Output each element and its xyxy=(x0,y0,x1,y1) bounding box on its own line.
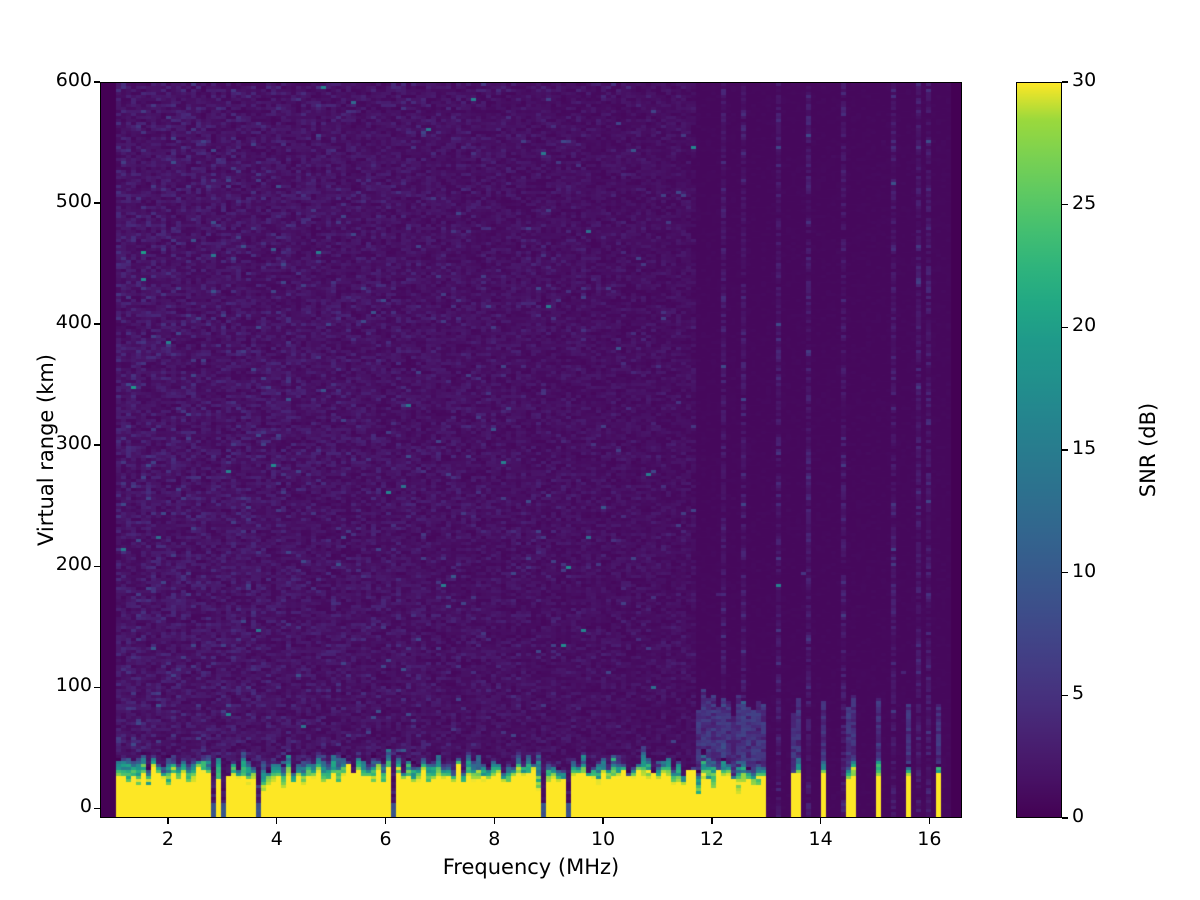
colorbar-tick-label: 15 xyxy=(1072,437,1097,459)
x-tick-mark xyxy=(384,818,387,824)
y-tick-mark xyxy=(94,565,100,567)
x-tick-mark xyxy=(493,818,495,824)
colorbar-tick-mark xyxy=(1062,203,1068,206)
y-tick-label: 300 xyxy=(55,432,92,455)
y-tick-mark xyxy=(94,323,100,325)
x-tick-label: 8 xyxy=(488,828,501,850)
y-tick-label: 600 xyxy=(55,69,92,91)
y-tick-label: 500 xyxy=(55,190,92,213)
y-tick-mark xyxy=(94,81,100,83)
x-tick-label: 4 xyxy=(270,828,283,850)
colorbar-gradient xyxy=(1016,82,1062,818)
y-tick-label: 0 xyxy=(79,795,92,818)
x-axis-label: Frequency (MHz) xyxy=(442,855,620,879)
colorbar-tick-label: 30 xyxy=(1072,69,1097,91)
colorbar-tick-label: 5 xyxy=(1072,682,1085,705)
y-tick-mark xyxy=(94,202,100,204)
colorbar-tick-label: 10 xyxy=(1072,559,1097,582)
colorbar-tick-label: 25 xyxy=(1072,191,1097,214)
x-tick-label: 12 xyxy=(699,828,724,850)
heatmap-axes xyxy=(100,82,962,818)
y-tick-label: 200 xyxy=(55,553,92,576)
x-tick-mark xyxy=(276,818,278,824)
colorbar-tick-mark xyxy=(1062,571,1068,574)
colorbar-tick-label: 20 xyxy=(1072,314,1097,337)
y-tick-label: 400 xyxy=(55,311,92,334)
y-axis-label: Virtual range (km) xyxy=(34,353,58,547)
x-tick-mark xyxy=(928,818,931,824)
x-tick-mark xyxy=(167,818,169,824)
colorbar-tick-mark xyxy=(1062,817,1068,819)
y-tick-mark xyxy=(94,444,100,446)
colorbar-tick-mark xyxy=(1062,81,1068,83)
y-tick-mark xyxy=(94,686,100,688)
colorbar-tick-mark xyxy=(1062,449,1068,451)
x-tick-label: 14 xyxy=(808,828,833,850)
x-tick-mark xyxy=(602,818,604,824)
x-tick-label: 16 xyxy=(917,828,942,850)
colorbar-tick-mark xyxy=(1062,326,1068,329)
colorbar-tick-mark xyxy=(1062,694,1068,697)
y-tick-label: 100 xyxy=(55,674,92,697)
y-tick-mark xyxy=(94,807,100,809)
x-tick-label: 10 xyxy=(590,828,616,850)
x-tick-mark xyxy=(711,818,713,824)
ionogram-heatmap xyxy=(101,83,961,817)
x-tick-mark xyxy=(819,818,822,824)
x-tick-label: 2 xyxy=(161,828,175,850)
x-tick-label: 6 xyxy=(379,828,392,850)
colorbar-tick-label: 0 xyxy=(1072,805,1085,827)
colorbar-label: SNR (dB) xyxy=(1136,402,1160,498)
